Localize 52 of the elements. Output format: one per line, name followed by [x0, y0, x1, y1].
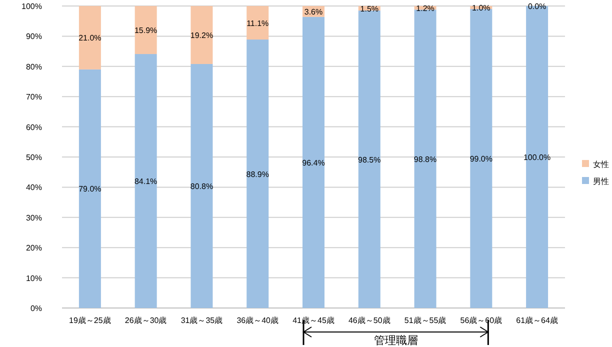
y-tick-label: 80% [26, 62, 42, 72]
x-tick-label: 19歳～25歳 [69, 316, 111, 325]
y-tick-label: 90% [26, 32, 42, 42]
y-tick-label: 30% [26, 213, 42, 222]
data-label: 96.4% [302, 158, 325, 168]
y-tick-label: 20% [26, 244, 42, 253]
data-label: 3.6% [304, 7, 323, 16]
data-label: 98.5% [358, 155, 381, 164]
bar [134, 54, 157, 308]
bar [470, 9, 492, 308]
bar [358, 10, 380, 308]
x-tick-label: 41歳～45歳 [292, 316, 334, 325]
bar [134, 6, 157, 54]
x-tick-label: 26歳～30歳 [124, 316, 167, 325]
data-label: 100.0% [523, 153, 551, 162]
bar [190, 6, 213, 64]
data-label: 21.0% [78, 34, 102, 43]
bar [246, 6, 269, 40]
data-label: 80.8% [190, 182, 214, 191]
y-tick-label: 10% [26, 274, 42, 283]
data-label: 98.8% [414, 154, 437, 164]
bar [246, 40, 269, 308]
text: 管理職層 [374, 334, 418, 347]
data-label: 11.1% [246, 18, 269, 28]
y-tick-label: 0% [30, 304, 42, 313]
data-label: 84.1% [134, 177, 158, 186]
x-tick-label: 46歳～50歳 [348, 316, 390, 325]
x-tick-label: 51歳～55歳 [404, 316, 446, 325]
legend-label: 女性 [593, 160, 609, 169]
x-tick-label: 61歳～64歳 [516, 316, 558, 325]
x-tick-label: 36歳～40歳 [236, 316, 279, 325]
data-label: 19.2% [190, 30, 214, 40]
y-tick-label: 60% [26, 122, 42, 132]
bar [78, 69, 101, 308]
bar [190, 64, 213, 308]
data-label: 1.5% [360, 4, 379, 14]
data-label: 88.9% [246, 170, 269, 179]
legend-label: 男性 [593, 177, 609, 186]
x-tick-label: 31歳～35歳 [180, 316, 223, 325]
y-tick-label: 50% [26, 153, 42, 162]
bar [302, 16, 324, 308]
y-tick-label: 100% [22, 2, 42, 11]
bar [78, 6, 101, 70]
data-label: 99.0% [470, 154, 493, 164]
data-label: 0.0% [528, 2, 546, 11]
bar [414, 10, 436, 308]
data-label: 1.2% [416, 4, 434, 13]
data-label: 15.9% [134, 26, 158, 36]
y-tick-label: 70% [26, 92, 42, 102]
data-label: 1.0% [472, 4, 490, 13]
y-tick-label: 40% [26, 183, 42, 192]
data-label: 79.0% [78, 184, 102, 194]
